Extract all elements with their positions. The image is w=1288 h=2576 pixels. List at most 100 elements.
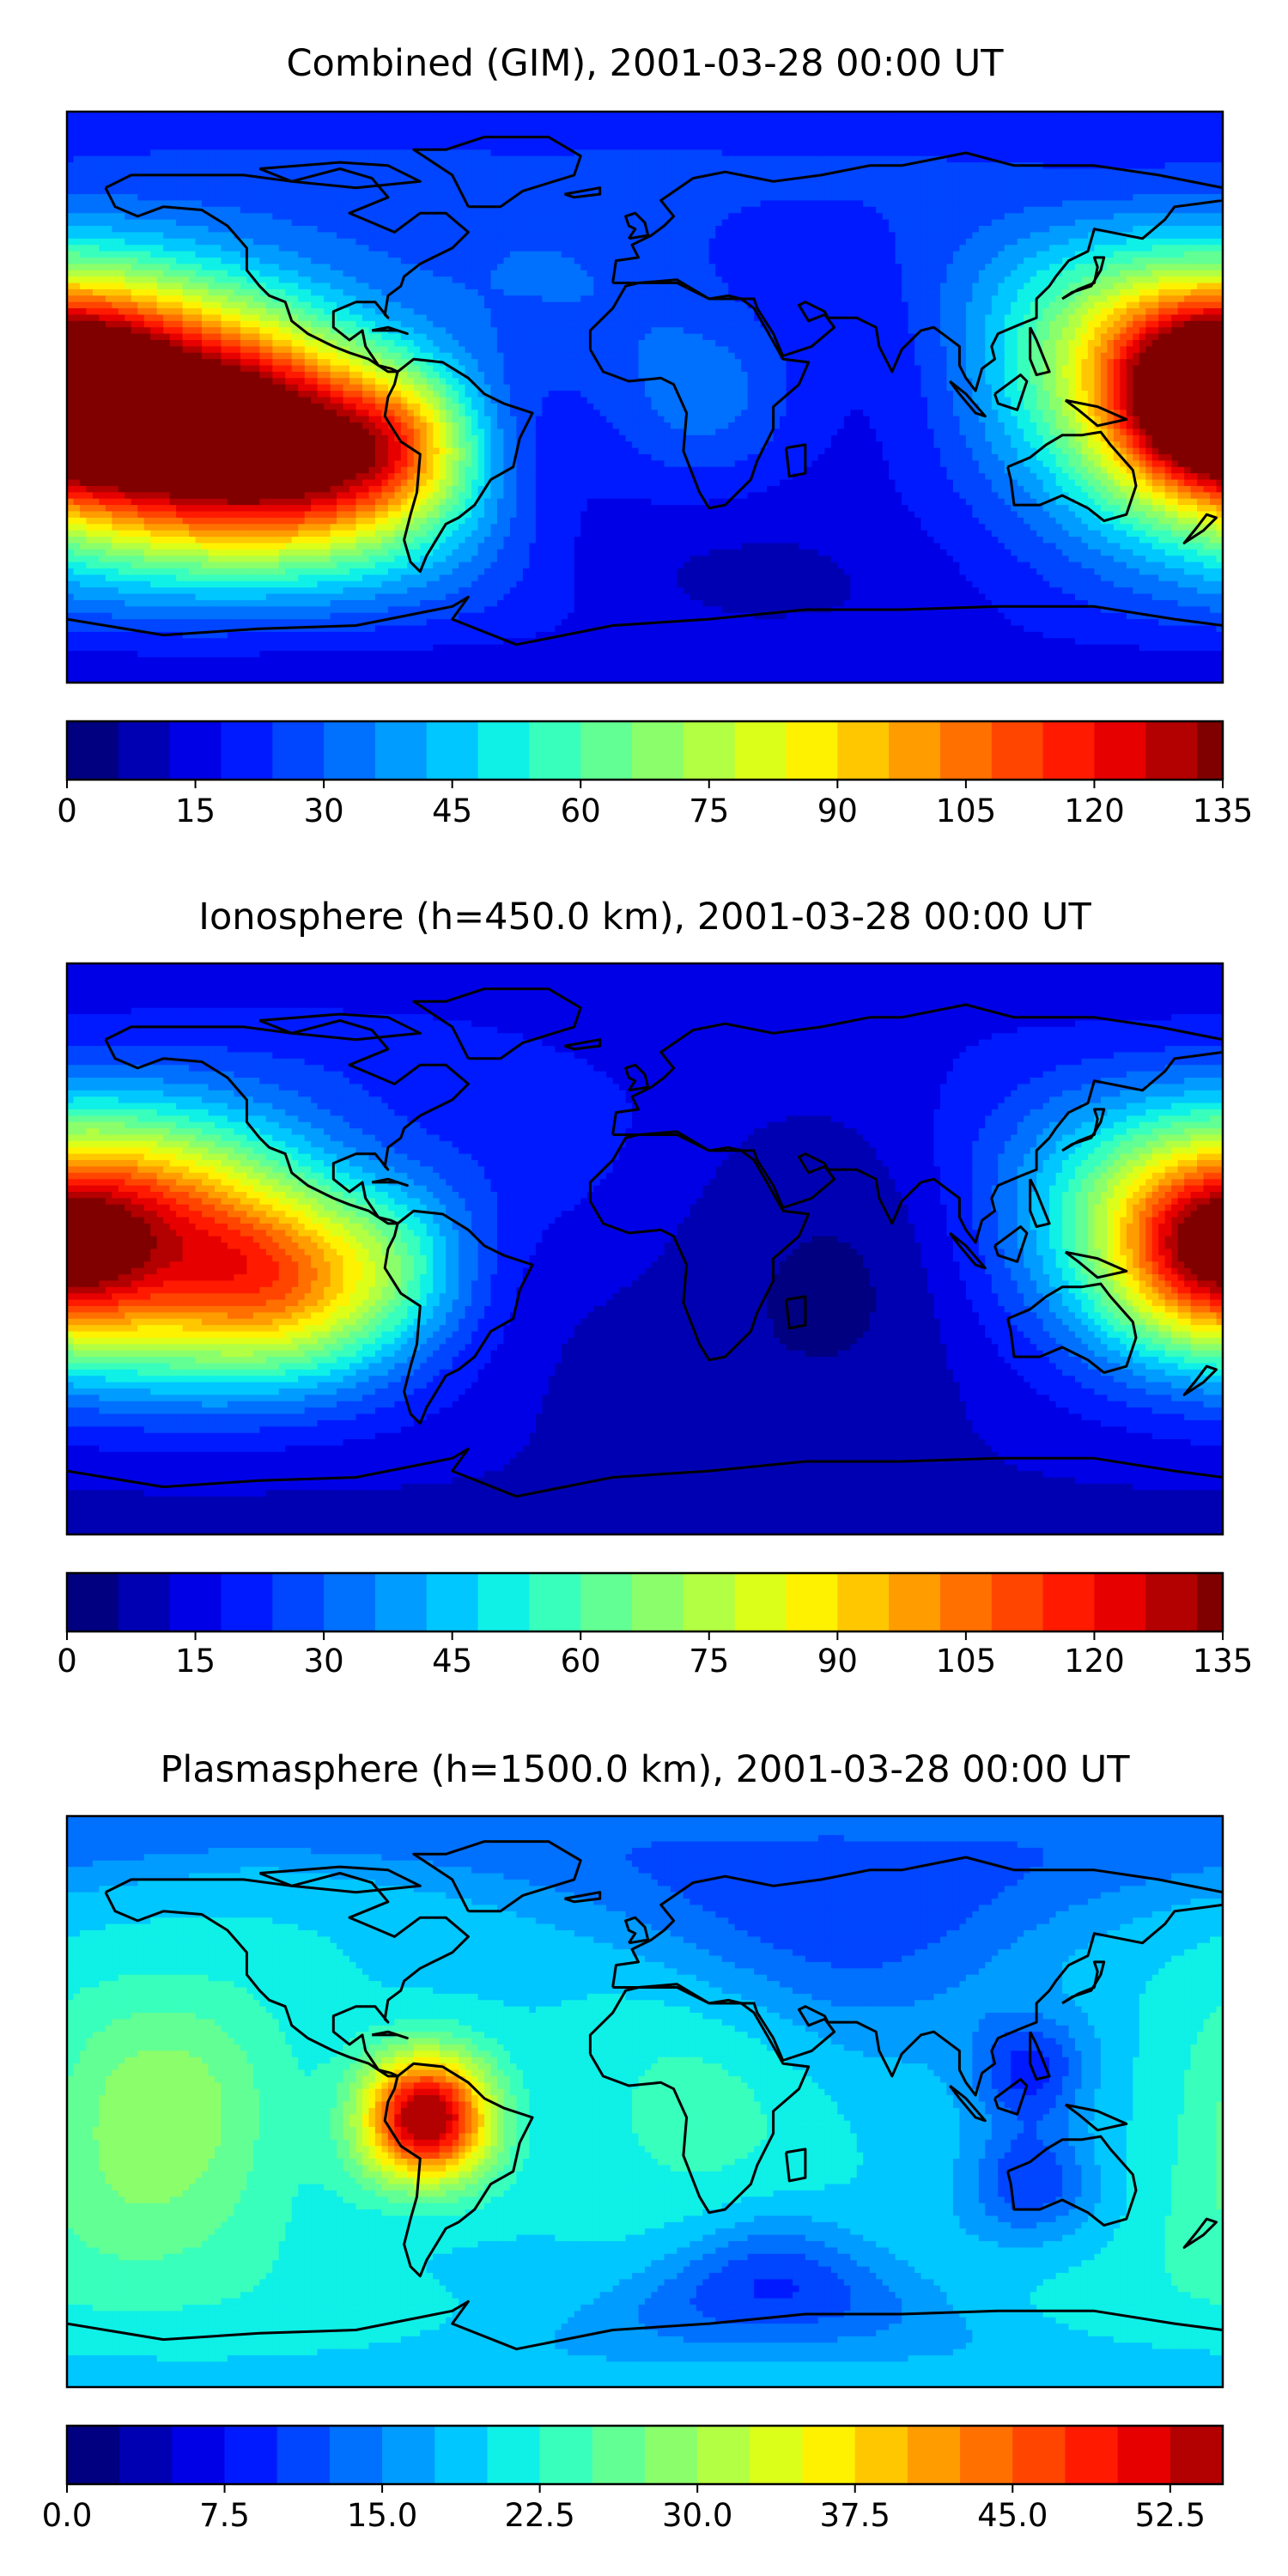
panel-3: Plasmasphere (h=1500.0 km), 2001-03-28 0… [42,1748,1224,2534]
colorbar-segment [118,721,171,780]
colorbar-segment [1197,721,1224,780]
coastline [67,1447,1223,1498]
colorbar-tick-label: 7.5 [199,2497,250,2534]
colorbar-segment [802,2426,856,2484]
coastline [412,136,582,209]
coastlines [67,987,1223,1498]
colorbar-segment [67,721,119,780]
colorbar-tick-label: 0 [57,1643,77,1680]
coastline [564,1038,602,1051]
colorbar-segment [426,1573,479,1631]
coastline [1061,1108,1106,1152]
colorbar-segment [939,721,993,780]
coastline [611,1856,1223,2097]
colorbar-segment [580,1573,633,1631]
coastline [104,167,470,374]
coastline [383,2062,534,2278]
coastline [588,278,811,510]
coastline [588,1130,811,1362]
colorbar-segment [854,2426,908,2484]
coastline [785,1295,807,1330]
colorbar-segment [382,2426,435,2484]
colorbar-tick-label: 30 [304,793,344,829]
colorbar-segment [592,2426,646,2484]
coastline [1029,2031,1051,2081]
coastline [104,1019,470,1225]
colorbar-tick-label: 120 [1064,793,1125,829]
coastline [412,987,582,1060]
coastline [1182,513,1218,544]
coastline [785,2148,807,2183]
coastline [624,1916,650,1945]
colorbar-segment [477,1573,530,1631]
coastline [258,161,422,190]
colorbar-segment [1145,721,1198,780]
colorbar-segment [374,721,428,780]
coastline [949,1231,987,1270]
colorbar-frame [65,1571,1224,1633]
colorbar-tick-label: 45 [432,1643,472,1680]
colorbar-segment [118,1573,171,1631]
coastline [371,1177,409,1188]
colorbar-segment [697,2426,750,2484]
colorbar-segment [1197,1573,1224,1631]
colorbar-segment [224,2426,278,2484]
colorbar-segment [272,1573,325,1631]
colorbar-segment [889,721,941,780]
heatmap-field [67,112,1223,683]
colorbar-tick-label: 52.5 [1135,2497,1206,2534]
coastline [1064,1250,1128,1279]
colorbar-segment [276,2426,331,2484]
colorbar-segment [889,1573,941,1631]
coastline [564,186,602,199]
coastlines [67,136,1223,647]
colorbar-segment [786,721,838,780]
coastline [104,1872,470,2078]
colorbar-segment [119,2426,173,2484]
coastline [993,1225,1029,1263]
coastline [258,1012,422,1042]
coastline [1061,256,1106,301]
colorbar-segment [487,2426,541,2484]
colorbar-segment [529,721,581,780]
coastline [383,1209,534,1425]
coastline [371,2030,409,2040]
colorbar-segment [169,1573,222,1631]
colorbar-segment [786,1573,838,1631]
colorbar-tick-label: 15 [175,793,216,829]
colorbar-segment [1042,721,1095,780]
map-frame [65,962,1224,1536]
colorbar-segment [1094,721,1146,780]
colorbar-segment [324,1573,376,1631]
colorbar-segment [960,2426,1013,2484]
colorbar-segment [750,2426,804,2484]
colorbar-segment [169,721,222,780]
colorbar-segment [221,721,273,780]
coastline [1182,2217,1218,2249]
coastline [588,1983,811,2215]
colorbar-tick-label: 120 [1064,1643,1125,1680]
colorbar-tick-label: 75 [689,793,729,829]
panel-title: Plasmasphere (h=1500.0 km), 2001-03-28 0… [160,1748,1130,1791]
colorbar-segment [172,2426,226,2484]
coastline [949,380,987,418]
coastline [949,2084,987,2123]
coastline [1006,430,1138,523]
colorbar-segment [907,2426,961,2484]
colorbar-frame [65,720,1224,781]
coastline [1029,326,1051,377]
coastline [1182,1364,1218,1396]
coastline [67,595,1223,647]
coastline [1064,2103,1128,2132]
colorbar-segment [632,721,684,780]
colorbar-segment [837,721,890,780]
colorbar-tick-label: 37.5 [820,2497,890,2534]
colorbar-tick-label: 105 [936,793,997,829]
colorbar-segment [1145,1573,1198,1631]
colorbar-segment [426,721,479,780]
coastline [1006,2135,1138,2227]
colorbar-segment [683,721,736,780]
map-frame [65,110,1224,684]
coastline [564,1891,602,1904]
colorbar-tick-label: 15 [175,1643,216,1680]
